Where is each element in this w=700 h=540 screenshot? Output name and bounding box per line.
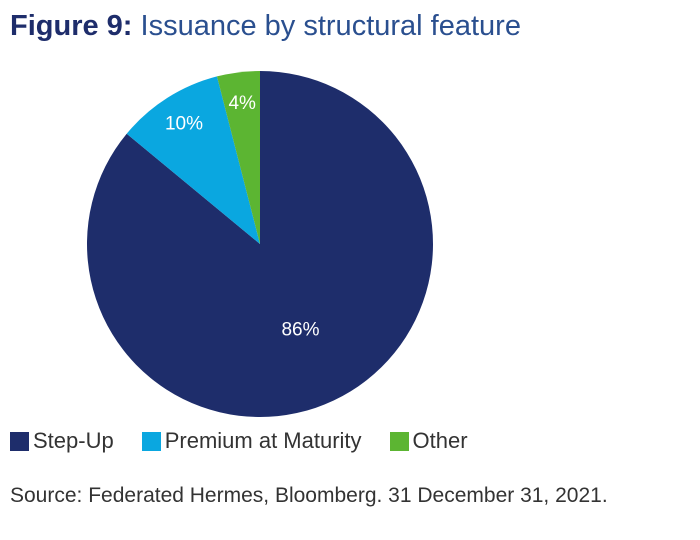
legend-swatch <box>10 431 29 451</box>
chart-title: Figure 9: Issuance by structural feature <box>10 6 521 46</box>
legend-item-premium-at-maturity: Premium at Maturity <box>141 428 362 454</box>
legend-swatch <box>141 431 161 451</box>
legend-label: Premium at Maturity <box>164 428 362 453</box>
pie-slice-other <box>216 71 260 244</box>
source-note: Source: Federated Hermes, Bloomberg. 31 … <box>10 484 608 507</box>
pie-slice-premium-at-maturity <box>126 76 261 244</box>
legend-item-other: Other <box>389 428 468 454</box>
legend-label: Step-Up <box>33 428 114 453</box>
legend-swatch <box>389 431 409 451</box>
chart-legend: Step-Up Premium at Maturity Other <box>10 428 496 454</box>
title-text: Issuance by structural feature <box>140 10 521 42</box>
legend-label: Other <box>412 428 468 453</box>
pie-chart: 86% 10% 4% <box>87 71 433 417</box>
slice-label-step-up: 86% <box>281 320 319 341</box>
slice-label-premium-at-maturity: 10% <box>165 114 203 135</box>
legend-item-step-up: Step-Up <box>10 428 114 454</box>
slice-label-other: 4% <box>228 93 256 114</box>
figure-label: Figure 9: <box>10 10 133 42</box>
